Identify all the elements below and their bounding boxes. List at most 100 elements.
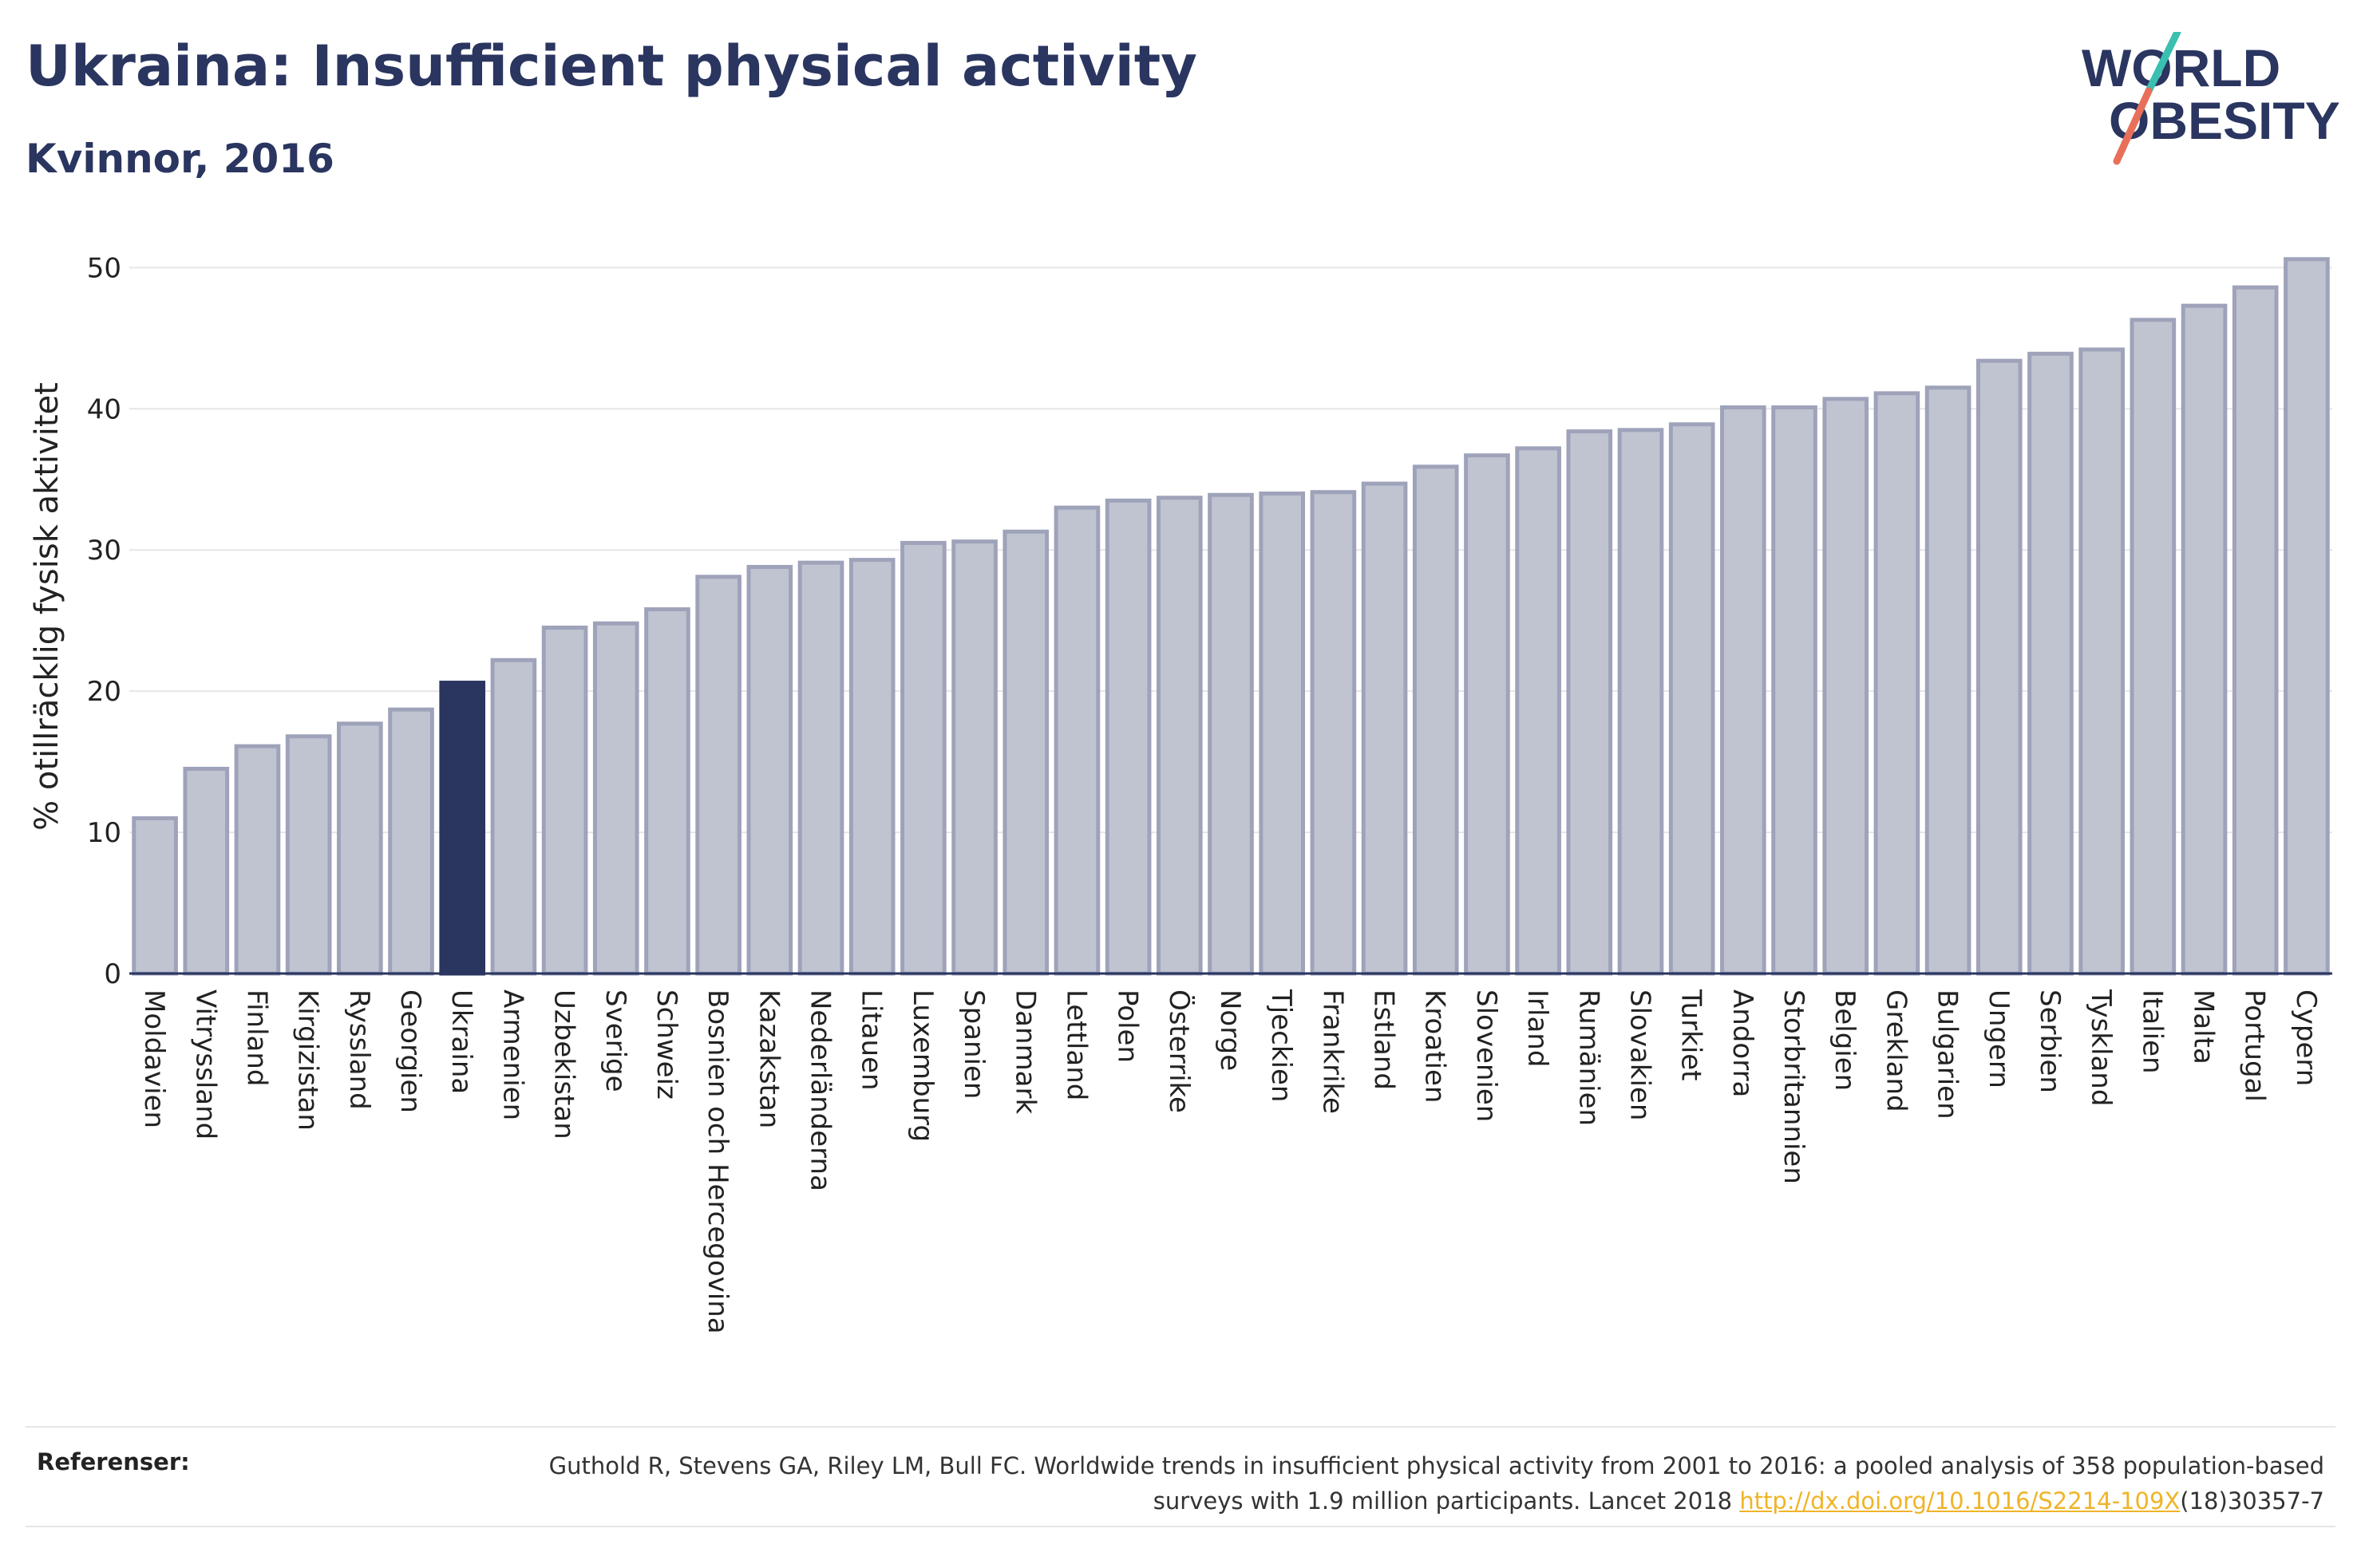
bar-schweiz: [644, 607, 690, 976]
x-tick-label: Cypern: [2290, 989, 2322, 1086]
bar-spanien: [951, 539, 998, 976]
x-tick-label: Norge: [1214, 989, 1246, 1071]
bar-bulgarien: [1924, 385, 1971, 976]
references-text: Guthold R, Stevens GA, Riley LM, Bull FC…: [488, 1448, 2324, 1519]
x-tick-label: Litauen: [856, 989, 888, 1091]
bar-ryssland: [337, 721, 383, 976]
bar-danmark: [1003, 529, 1050, 976]
x-tick-label: Armenien: [496, 989, 528, 1120]
bar-ungern: [1975, 358, 2023, 976]
y-axis-title: % otillräcklig fysisk aktivitet: [29, 382, 65, 831]
x-tick-label: Moldavien: [138, 989, 170, 1128]
bar-slovakien: [1617, 428, 1664, 976]
y-tick-label: 50: [87, 252, 121, 284]
y-tick-label: 20: [87, 676, 121, 708]
x-tick-label: Ungern: [1983, 989, 2015, 1088]
x-tick-label: Serbien: [2034, 989, 2066, 1093]
x-tick-label: Estland: [1368, 989, 1400, 1090]
bar-kroatien: [1412, 464, 1459, 976]
bar-rumänien: [1566, 429, 1613, 976]
x-tick-label: Kazakstan: [753, 989, 785, 1128]
bar-frankrike: [1310, 490, 1357, 976]
bar-kazakstan: [746, 564, 793, 976]
bar-lettland: [1054, 505, 1101, 976]
x-tick-label: Österrike: [1163, 989, 1196, 1113]
y-tick-label: 0: [104, 958, 121, 990]
references-doi-link[interactable]: http://dx.doi.org/10.1016/S2214-109X: [1739, 1487, 2181, 1515]
x-tick-label: Turkiet: [1675, 989, 1707, 1081]
bar-uzbekistan: [541, 626, 588, 976]
x-tick-label: Malta: [2188, 989, 2220, 1064]
bar-italien: [2130, 318, 2177, 976]
bar-litauen: [848, 558, 896, 976]
bar-turkiet: [1668, 422, 1715, 976]
x-tick-label: Irland: [1521, 989, 1553, 1067]
bars: [132, 257, 2330, 976]
x-tick-label: Rumänien: [1572, 989, 1604, 1126]
bar-nederländerna: [797, 560, 844, 976]
bar-polen: [1105, 498, 1152, 976]
y-tick-label: 10: [87, 817, 121, 849]
x-tick-label: Polen: [1112, 989, 1144, 1063]
x-tick-label: Ukraina: [445, 989, 477, 1094]
x-tick-label: Danmark: [1009, 989, 1041, 1114]
bar-luxemburg: [900, 540, 947, 976]
x-tick-label: Sverige: [599, 989, 631, 1092]
x-tick-label: Belgien: [1829, 989, 1861, 1091]
bar-sverige: [592, 621, 639, 976]
bar-kirgizistan: [285, 734, 332, 976]
x-tick-label: Spanien: [958, 989, 990, 1099]
bar-belgien: [1822, 397, 1869, 976]
bar-georgien: [388, 707, 434, 976]
footer-divider-top: [26, 1426, 2335, 1428]
x-tick-label: Andorra: [1726, 989, 1758, 1097]
bar-moldavien: [132, 816, 178, 976]
x-tick-label: Lettland: [1060, 989, 1092, 1100]
x-tick-label: Luxemburg: [907, 989, 939, 1142]
y-tick-label: 40: [87, 393, 121, 425]
x-tick-label: Ryssland: [343, 989, 375, 1110]
x-tick-label: Nederländerna: [805, 989, 836, 1191]
bar-slovenien: [1464, 453, 1510, 976]
logo-word-world: WORLD: [2082, 38, 2280, 97]
x-tick-label: Bosnien och Hercegovina: [702, 989, 734, 1334]
bar-tjeckien: [1259, 491, 1306, 976]
bar-estland: [1361, 481, 1408, 976]
y-axis-ticks: 0 10 20 30 40 50: [87, 252, 121, 990]
x-tick-label: Italien: [2136, 989, 2168, 1074]
bar-norge: [1208, 492, 1254, 976]
bar-andorra: [1720, 405, 1766, 976]
x-tick-label: Georgien: [394, 989, 426, 1113]
x-tick-label: Bulgarien: [1932, 989, 1964, 1120]
bar-irland: [1515, 446, 1561, 976]
x-axis-ticks: Moldavien Vitryssland Finland Kirgizistan Ry…: [138, 989, 2322, 1334]
logo-slash-top: [2145, 32, 2181, 95]
y-tick-label: 30: [87, 535, 121, 567]
bar-vitryssland: [183, 766, 230, 976]
x-tick-label: Storbritannien: [1778, 989, 1809, 1184]
bar-malta: [2181, 303, 2228, 976]
references-citation: Guthold R, Stevens GA, Riley LM, Bull FC…: [548, 1452, 2324, 1515]
bar-serbien: [2027, 351, 2074, 976]
x-tick-label: Vitryssland: [189, 989, 221, 1139]
bar-armenien: [490, 658, 537, 976]
x-tick-label: Slovakien: [1623, 989, 1655, 1120]
x-tick-label: Kroatien: [1419, 989, 1451, 1103]
references-citation-suffix: (18)30357-7: [2180, 1487, 2324, 1515]
bar-ukraina: [439, 681, 486, 976]
x-tick-label: Portugal: [2239, 989, 2271, 1102]
x-tick-label: Finland: [240, 989, 272, 1087]
x-tick-label: Tyskland: [2085, 989, 2117, 1106]
references-label: Referenser:: [37, 1448, 190, 1475]
x-tick-label: Frankrike: [1316, 989, 1348, 1114]
chart-subtitle: Kvinnor, 2016: [26, 136, 334, 182]
x-tick-label: Uzbekistan: [548, 989, 580, 1139]
bar-grekland: [1873, 391, 1920, 976]
bar-österrike: [1156, 496, 1203, 976]
x-tick-label: Slovenien: [1470, 989, 1502, 1122]
x-tick-label: Schweiz: [651, 989, 682, 1100]
world-obesity-logo: WORLD OBESITY: [2082, 32, 2340, 165]
x-tick-label: Grekland: [1880, 989, 1912, 1112]
footer-divider-bottom: [26, 1526, 2335, 1527]
bar-portugal: [2232, 285, 2279, 976]
